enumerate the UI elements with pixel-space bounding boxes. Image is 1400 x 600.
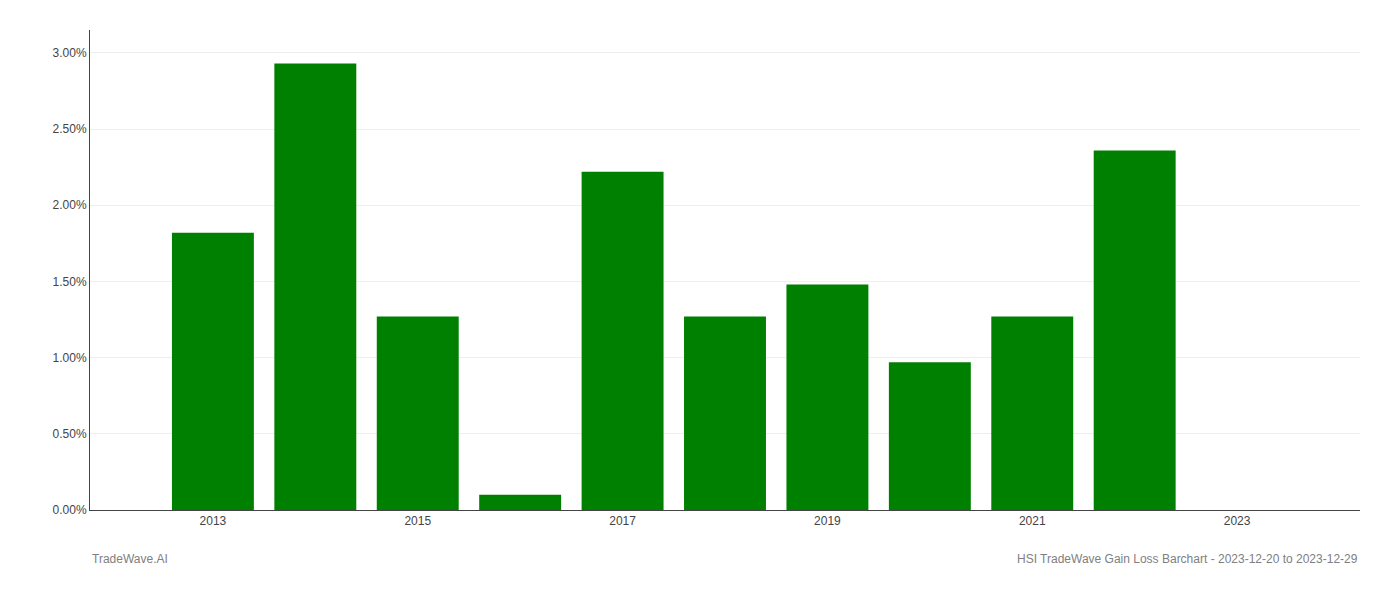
- svg-text:1.50%: 1.50%: [53, 275, 87, 289]
- svg-text:2021: 2021: [1019, 514, 1046, 528]
- svg-text:TradeWave.AI: TradeWave.AI: [92, 552, 168, 566]
- svg-text:3.00%: 3.00%: [53, 46, 87, 60]
- svg-text:2017: 2017: [609, 514, 636, 528]
- svg-text:2015: 2015: [404, 514, 431, 528]
- svg-text:0.50%: 0.50%: [53, 427, 87, 441]
- svg-text:0.00%: 0.00%: [53, 503, 87, 517]
- svg-text:2013: 2013: [200, 514, 227, 528]
- svg-text:HSI TradeWave Gain Loss Barcha: HSI TradeWave Gain Loss Barchart - 2023-…: [1017, 552, 1358, 566]
- svg-text:2.50%: 2.50%: [53, 122, 87, 136]
- svg-text:2019: 2019: [814, 514, 841, 528]
- svg-text:2.00%: 2.00%: [53, 198, 87, 212]
- svg-text:2023: 2023: [1224, 514, 1251, 528]
- svg-text:1.00%: 1.00%: [53, 351, 87, 365]
